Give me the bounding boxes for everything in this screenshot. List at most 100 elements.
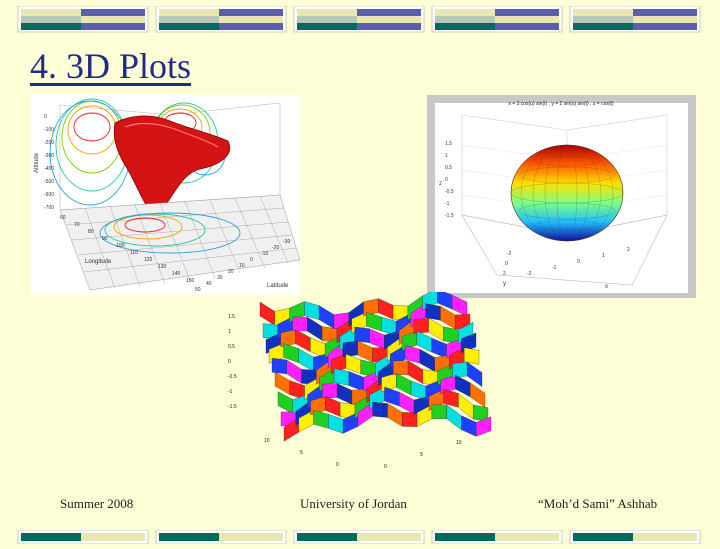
tick-label: -500 <box>44 179 54 185</box>
bar-block <box>159 533 219 541</box>
tick-label: 20 <box>228 269 234 275</box>
tick-label: 130 <box>158 264 167 270</box>
bar-block <box>219 23 283 30</box>
tick-label: -100 <box>44 127 54 133</box>
footer-date: Summer 2008 <box>60 496 134 511</box>
surface-patch <box>378 298 394 320</box>
tick-label: 60 <box>60 215 66 221</box>
tick-label: -0.5 <box>445 189 454 195</box>
tick-label: 0 <box>505 261 508 267</box>
tick-label: 10 <box>264 438 270 444</box>
tick-label: -1 <box>552 265 557 271</box>
bar-block <box>435 533 495 541</box>
bar-block <box>219 16 283 23</box>
surface-patch <box>393 360 409 375</box>
bar-block <box>633 23 697 30</box>
surface-patch <box>413 317 429 334</box>
tick-label: 2 <box>503 271 506 277</box>
surface-patch <box>404 345 421 364</box>
bar-block <box>633 9 697 16</box>
header-blocks <box>17 5 701 33</box>
bar-block <box>495 16 559 23</box>
bar-block <box>21 9 81 16</box>
tick-label: -0.5 <box>228 374 237 380</box>
footer-author: “Moh’d Sami” Ashhab <box>538 496 658 511</box>
tick-label: 80 <box>88 229 94 235</box>
bar-block <box>495 533 559 541</box>
ellipsoid-ylabel: y <box>503 281 506 287</box>
tick-label: 50 <box>195 287 201 293</box>
surface-bands <box>259 292 492 442</box>
bar-block <box>21 23 81 30</box>
surface-plot-figure: 1.5 1 0.5 0 -0.5 -1 -1.5 10 5 0 0 5 10 <box>222 292 507 470</box>
tick-label: 10 <box>239 263 245 269</box>
ellipsoid-plot-figure: x = 3 cos(u) sin(t) , y = 2 sin(u) sin(t… <box>427 95 696 298</box>
surface-patch <box>271 358 287 375</box>
ellipsoid-tick-labels: 1.5 1 0.5 0 -0.5 -1 -1.5 -2 -1 0 1 2 -2 0 2 <box>445 141 630 277</box>
bar-block <box>573 9 633 16</box>
tick-label: 10 <box>456 440 462 446</box>
bar-block <box>357 9 421 16</box>
tick-label: 0 <box>250 257 253 263</box>
tick-label: 0.5 <box>445 165 452 171</box>
surface-patch <box>342 340 358 358</box>
bar-block <box>495 23 559 30</box>
surface-patch <box>425 303 441 321</box>
surface-patch <box>348 371 364 392</box>
tick-label: -1.5 <box>445 213 454 219</box>
surface-patch <box>322 383 338 399</box>
terrain-tick-labels: 0-100-200-300-400-500-600-70060708090100… <box>44 114 290 293</box>
bar-block <box>219 9 283 16</box>
floor-contours <box>99 212 241 254</box>
terrain-xlabel: Longitude <box>85 259 112 265</box>
bar-block <box>573 533 633 541</box>
bar-block <box>81 23 145 30</box>
tick-label: 110 <box>130 250 138 256</box>
bar-block <box>81 533 145 541</box>
tick-label: 0.5 <box>228 344 235 350</box>
tick-label: 40 <box>206 281 212 287</box>
bar-block <box>21 533 81 541</box>
tick-label: -600 <box>44 192 54 198</box>
surface-patch <box>440 306 456 330</box>
bar-block <box>495 9 559 16</box>
bar-block <box>573 16 633 23</box>
bar-block <box>159 23 219 30</box>
tick-label: 1 <box>445 153 448 159</box>
tick-label: -1 <box>445 201 450 207</box>
tick-label: -30 <box>283 239 290 245</box>
bar-block <box>159 16 219 23</box>
tick-label: 90 <box>102 236 108 242</box>
bar-block <box>633 16 697 23</box>
tick-label: -10 <box>261 251 268 257</box>
surface-patch <box>446 404 462 431</box>
tick-label: -1.5 <box>228 404 237 410</box>
terrain-zlabel: Latitude <box>267 283 289 289</box>
bar-block <box>357 533 421 541</box>
bar-block <box>159 9 219 16</box>
surface-patch <box>307 316 323 341</box>
surface-patch <box>366 311 382 332</box>
surface-patch <box>467 361 483 387</box>
surface-patch <box>476 416 492 437</box>
surface-patch <box>357 340 373 363</box>
surface-patch <box>407 360 424 384</box>
tick-label: -200 <box>44 140 54 146</box>
surface-patch <box>470 382 486 408</box>
surface-patch <box>318 305 335 329</box>
footer-blocks <box>17 529 701 545</box>
bar-block <box>297 16 357 23</box>
tick-label: 5 <box>420 452 423 458</box>
bar-block <box>81 16 145 23</box>
tick-label: 120 <box>144 257 153 263</box>
tick-label: -2 <box>527 271 532 277</box>
header-decoration <box>0 5 720 36</box>
tick-label: 100 <box>116 243 125 249</box>
surface-patch <box>363 298 379 317</box>
ellipsoid-surface <box>510 144 624 242</box>
tick-label: -700 <box>44 205 54 211</box>
tick-label: 1.5 <box>445 141 452 147</box>
tick-label: -20 <box>272 245 279 251</box>
tick-label: 1 <box>228 329 231 335</box>
surface-patch <box>452 294 468 317</box>
